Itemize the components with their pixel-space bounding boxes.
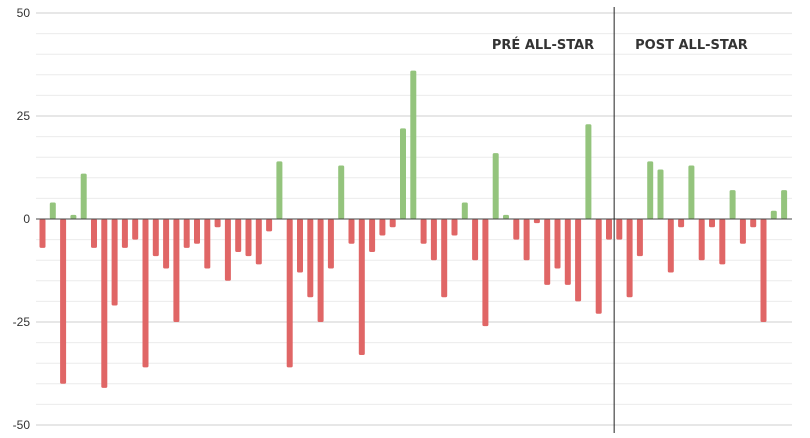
bar bbox=[317, 219, 324, 322]
bar bbox=[739, 219, 746, 244]
bars bbox=[39, 70, 788, 388]
bar bbox=[132, 219, 139, 240]
bar bbox=[626, 219, 633, 298]
y-tick-label: 0 bbox=[23, 212, 30, 226]
y-tick-label: 25 bbox=[17, 109, 31, 123]
y-tick-label: -25 bbox=[13, 315, 31, 329]
bar bbox=[255, 219, 262, 265]
bar bbox=[348, 219, 355, 244]
bar bbox=[523, 219, 530, 261]
bar bbox=[101, 219, 108, 388]
bar bbox=[379, 219, 386, 236]
bar bbox=[111, 219, 118, 306]
bar bbox=[430, 219, 437, 261]
bar bbox=[657, 169, 664, 219]
bar bbox=[492, 153, 499, 219]
bar bbox=[667, 219, 674, 273]
bar bbox=[410, 70, 417, 220]
bar bbox=[173, 219, 180, 322]
bar bbox=[235, 219, 242, 252]
bar bbox=[451, 219, 458, 236]
bar bbox=[760, 219, 767, 322]
bar bbox=[91, 219, 97, 248]
bar bbox=[39, 219, 46, 248]
bar bbox=[698, 219, 705, 261]
bar bbox=[420, 219, 427, 244]
bar bbox=[636, 219, 643, 257]
bar bbox=[461, 202, 468, 219]
bar bbox=[307, 219, 314, 298]
bar bbox=[286, 219, 293, 368]
bar bbox=[194, 219, 200, 244]
bar bbox=[152, 219, 159, 257]
bar bbox=[606, 219, 612, 240]
bar bbox=[709, 219, 715, 228]
bar bbox=[595, 219, 602, 314]
bar bbox=[400, 128, 406, 219]
bar bbox=[678, 219, 685, 228]
bar bbox=[770, 210, 777, 219]
bar bbox=[544, 219, 551, 285]
bar bbox=[533, 219, 540, 224]
bar bbox=[688, 165, 695, 219]
bar bbox=[616, 219, 623, 240]
bar bbox=[327, 219, 334, 269]
bar bbox=[204, 219, 211, 269]
bar bbox=[575, 219, 582, 302]
bar bbox=[482, 219, 489, 327]
y-tick-label: 50 bbox=[17, 6, 31, 20]
bar bbox=[245, 219, 252, 257]
bar bbox=[750, 219, 757, 228]
bar bbox=[513, 219, 520, 240]
bar bbox=[214, 219, 221, 228]
bar bbox=[729, 190, 736, 219]
bar bbox=[503, 214, 509, 219]
bar bbox=[266, 219, 273, 232]
bar bbox=[781, 190, 788, 219]
bar bbox=[338, 165, 345, 219]
bar bbox=[49, 202, 56, 219]
bar bbox=[719, 219, 726, 265]
bar bbox=[647, 161, 654, 219]
bar bbox=[80, 173, 87, 219]
section-label-post-all-star: POST ALL-STAR bbox=[635, 38, 748, 53]
bar bbox=[389, 219, 396, 228]
bar bbox=[297, 219, 303, 273]
section-label-pre-all-star: PRÉ ALL-STAR bbox=[492, 37, 594, 53]
bar bbox=[441, 219, 448, 298]
bar bbox=[224, 219, 231, 281]
bar bbox=[276, 161, 283, 219]
bar bbox=[142, 219, 149, 368]
bar bbox=[564, 219, 571, 285]
y-axis-ticks: 50 25 0 -25 -50 bbox=[13, 6, 31, 432]
bar bbox=[163, 219, 170, 269]
bar bbox=[60, 219, 67, 384]
bar bbox=[554, 219, 561, 269]
bar bbox=[358, 219, 365, 355]
y-tick-label: -50 bbox=[13, 418, 31, 432]
bar bbox=[585, 124, 592, 219]
bar bbox=[70, 214, 77, 219]
bar bbox=[369, 219, 376, 252]
bar bbox=[472, 219, 479, 261]
bar bbox=[183, 219, 190, 248]
bar bbox=[121, 219, 128, 248]
